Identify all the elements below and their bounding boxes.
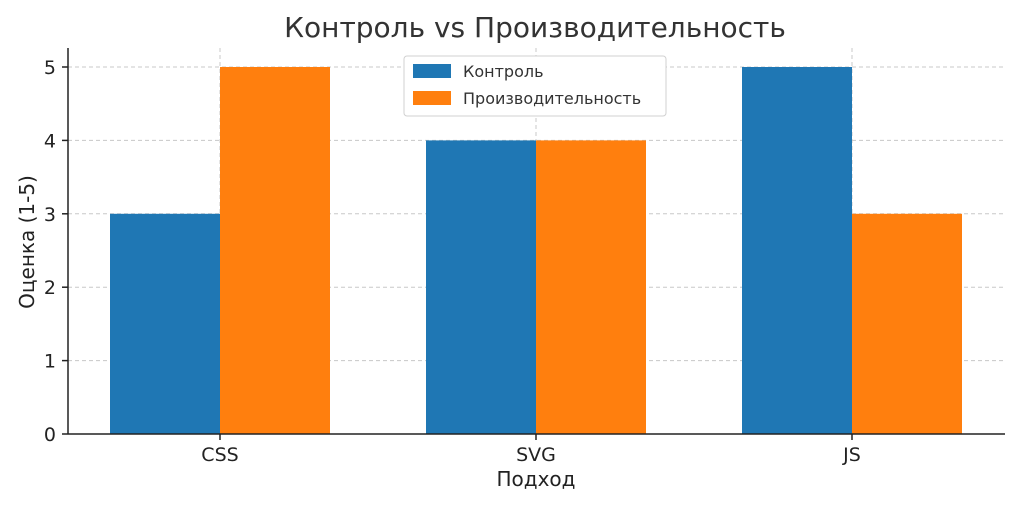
y-tick-label: 0	[44, 424, 56, 446]
y-tick-label: 3	[44, 204, 56, 226]
y-tick-label: 5	[44, 57, 56, 79]
bar-css-series-0	[110, 213, 220, 434]
chart-title: Контроль vs Производительность	[284, 11, 786, 44]
y-tick-label: 4	[44, 130, 56, 152]
bar-svg-series-0	[426, 140, 536, 434]
legend-label: Контроль	[463, 62, 544, 81]
x-axis-label: Подход	[496, 467, 575, 491]
bar-js-series-1	[852, 213, 962, 434]
bar-js-series-0	[742, 67, 852, 434]
x-tick-label: SVG	[516, 444, 556, 466]
legend: Контроль Производительность	[403, 55, 667, 117]
y-ticks: 0 1 2 3 4 5	[44, 57, 68, 446]
x-tick-label: JS	[842, 444, 861, 466]
legend-swatch	[413, 64, 451, 78]
y-tick-label: 2	[44, 277, 56, 299]
y-axis-label: Оценка (1-5)	[15, 175, 39, 309]
x-ticks: CSS SVG JS	[201, 434, 861, 466]
legend-box	[403, 55, 667, 117]
bar-svg-series-1	[536, 140, 646, 434]
bars	[110, 67, 962, 434]
bar-css-series-1	[220, 67, 330, 434]
x-tick-label: CSS	[201, 444, 238, 466]
legend-label: Производительность	[463, 89, 641, 108]
legend-swatch	[413, 91, 451, 105]
y-tick-label: 1	[44, 351, 56, 373]
